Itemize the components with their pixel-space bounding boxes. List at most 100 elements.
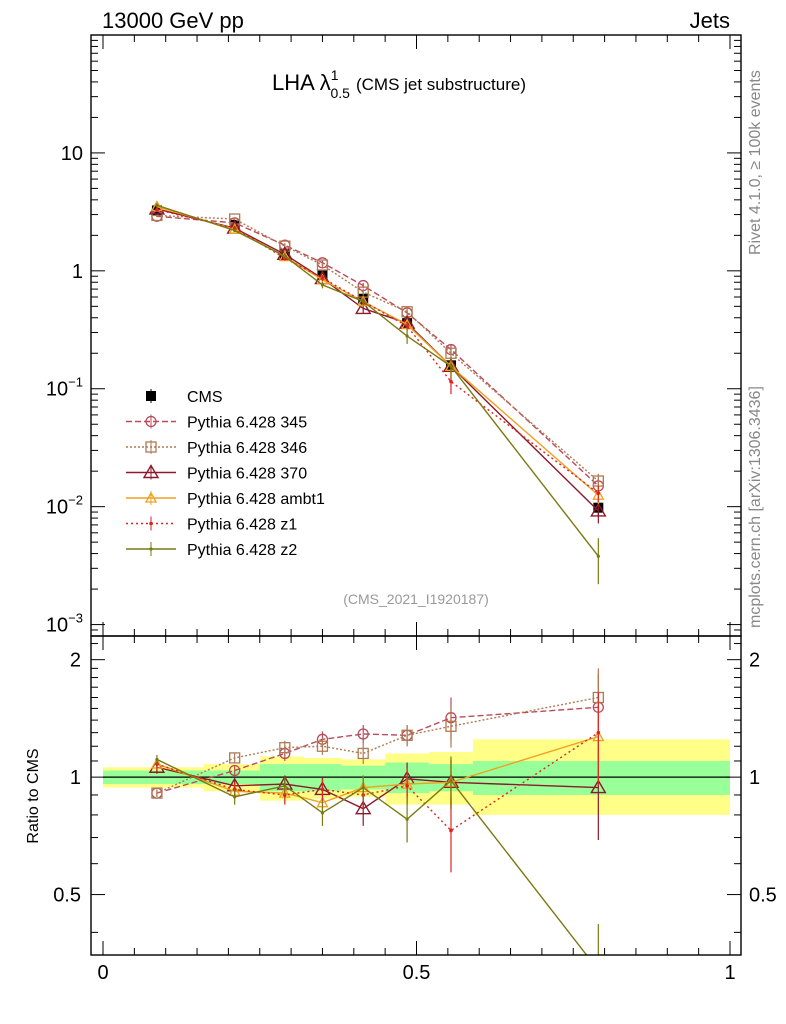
point-6-6: [449, 364, 453, 368]
legend-marker-3: [142, 464, 160, 479]
point-6-4: [361, 299, 365, 304]
ratio-line-5: [156, 732, 599, 832]
legend-label-5: Pythia 6.428 z1: [187, 517, 297, 534]
legend-item-3: Pythia 6.428 370: [126, 464, 307, 483]
xtick-label-0: 0: [97, 962, 108, 984]
legend-label-0: CMS: [187, 389, 223, 406]
ratio-point-6-0: [155, 757, 159, 762]
ytick-base: 10: [46, 497, 68, 519]
point-5-0: [155, 207, 159, 212]
ratio-line-3: [156, 766, 599, 810]
xtick-label-1: 0.5: [403, 962, 431, 984]
chart-title: LHA λ1 0.5 (CMS jet substructure): [272, 67, 526, 101]
ratio-point-5-6: [449, 828, 453, 833]
point-4-1: [228, 222, 241, 234]
series-ratio-6: [155, 754, 600, 972]
ratio-point-6-3: [320, 811, 325, 815]
ratio-point-2-5: [401, 729, 413, 741]
point-5-7: [596, 491, 601, 496]
legend-marker-4: [144, 491, 158, 503]
ytick-label-main-1: 1: [72, 261, 83, 283]
legend-item-6: Pythia 6.428 z2: [126, 542, 297, 559]
point-5-3: [320, 276, 325, 280]
ratio-point-2-0: [151, 787, 163, 799]
ratio-point-5-7: [596, 730, 601, 735]
ratio-point-5-3: [320, 787, 325, 792]
ytick-label-ratio-left-0: 2: [70, 650, 81, 672]
ytick-exp: −3: [68, 611, 83, 626]
legend-marker-5: [149, 521, 153, 526]
ytick-label-ratio-left-2: 0.5: [53, 885, 81, 907]
ratio-point-1-4: [357, 728, 369, 740]
ytick-label-main-0: 10: [61, 143, 83, 165]
series-line-1: [156, 215, 599, 487]
ratio-point-2-6: [445, 720, 457, 732]
ratio-line-4: [156, 735, 599, 804]
legend-item-2: Pythia 6.428 346: [126, 440, 307, 457]
chart-title-main: LHA λ: [272, 70, 331, 95]
ratio-line-6: [156, 758, 588, 955]
ratio-point-5-5: [405, 784, 409, 788]
ratio-ylabel: Ratio to CMS: [25, 748, 42, 843]
point-6-1: [233, 228, 237, 233]
ytick-base: 10: [46, 379, 68, 401]
ytick-base: 10: [46, 615, 68, 637]
analysis-label: (CMS_2021_I1920187): [343, 591, 489, 607]
legend: CMS Pythia 6.428 345 Pythia 6.428 346 Pythi…: [126, 389, 325, 559]
legend-item-4: Pythia 6.428 ambt1: [126, 491, 325, 508]
ratio-series-layer: [148, 668, 607, 972]
point-6-0: [155, 203, 159, 207]
series-line-6: [156, 204, 599, 557]
series-main-6: [155, 203, 600, 585]
ratio-point-2-4: [357, 747, 369, 760]
legend-item-1: Pythia 6.428 345: [126, 414, 307, 432]
point-3-4: [354, 300, 372, 315]
ratio-point-6-5: [405, 817, 409, 821]
legend-item-5: Pythia 6.428 z1: [126, 516, 297, 534]
legend-marker-2: [145, 441, 157, 453]
point-2-3: [316, 259, 329, 271]
legend-marker-0: [146, 391, 156, 401]
series-line-2: [156, 214, 599, 482]
point-6-2: [283, 254, 287, 258]
ytick-label-ratio-right-0: 2: [749, 650, 760, 672]
ratio-point-3-7: [590, 779, 607, 794]
legend-label-2: Pythia 6.428 346: [187, 440, 307, 457]
chart-title-sup: 1: [331, 67, 339, 83]
ytick-label-main-2: 10−1: [46, 375, 83, 401]
legend-label-3: Pythia 6.428 370: [187, 466, 307, 483]
series-main-5: [155, 207, 601, 502]
ytick-label-ratio-right-1: 1: [749, 767, 760, 789]
chart-subtitle: (CMS jet substructure): [356, 75, 526, 94]
main-series-layer: [148, 200, 607, 585]
ratio-point-1-1: [229, 764, 241, 777]
ratio-point-6-4: [361, 786, 365, 790]
ratio-line-2: [156, 696, 599, 794]
point-6-7: [596, 554, 600, 558]
legend-label-1: Pythia 6.428 345: [187, 415, 307, 432]
point-5-6: [449, 379, 453, 384]
series-main-2: [151, 209, 604, 490]
ratio-point-2-1: [229, 752, 241, 764]
legend-marker-6: [149, 547, 153, 551]
series-main-4: [150, 200, 605, 505]
side-label-mcplots: mcplots.cern.ch [arXiv:1306.3436]: [747, 386, 764, 628]
legend-item-0: CMS: [146, 389, 223, 406]
ratio-point-2-2: [279, 741, 291, 754]
header-right: Jets: [690, 8, 730, 33]
xtick-label-2: 1: [724, 962, 735, 984]
ytick-base: 1: [72, 261, 83, 283]
point-3-7: [590, 502, 607, 517]
ratio-point-6-2: [283, 784, 287, 788]
legend-label-6: Pythia 6.428 z2: [187, 542, 297, 559]
ytick-label-main-3: 10−2: [46, 493, 83, 519]
ratio-point-6-7: [597, 969, 600, 972]
ytick-label-ratio-right-2: 0.5: [749, 885, 777, 907]
ratio-point-6-6: [449, 778, 453, 783]
point-6-5: [405, 334, 409, 338]
legend-marker-1: [145, 415, 157, 428]
ytick-exp: −2: [68, 493, 83, 508]
series-ratio-2: [151, 668, 604, 799]
